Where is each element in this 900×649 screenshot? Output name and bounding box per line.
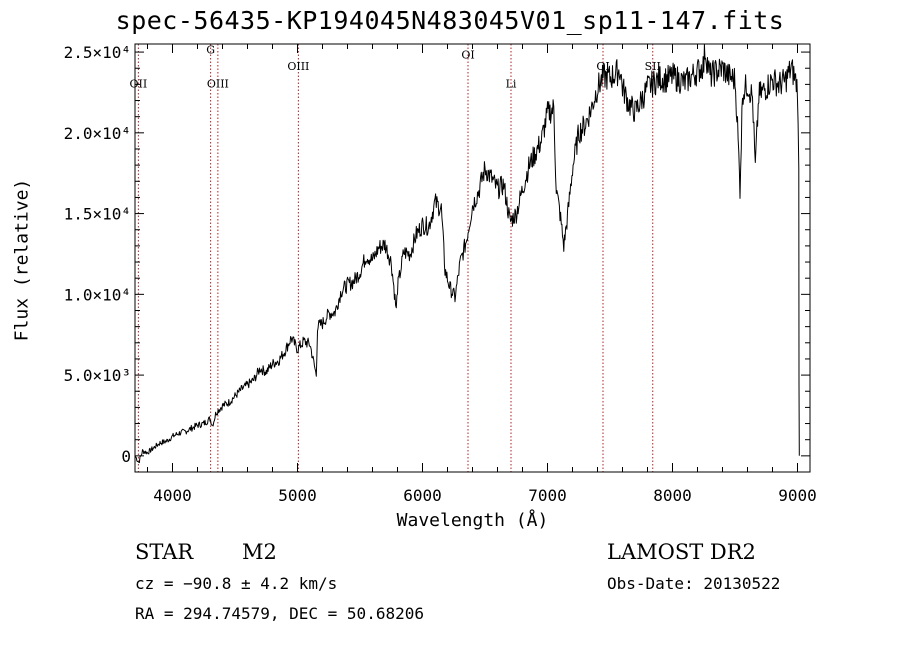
spectral-line-label: SII: [645, 60, 661, 73]
spectral-line-label: OI: [461, 49, 474, 62]
y-tick-label: 1.0×10⁴: [64, 285, 131, 304]
y-tick-label: 1.5×10⁴: [64, 205, 131, 224]
spectral-line-label: OIII: [207, 78, 229, 91]
x-tick-label: 8000: [653, 486, 692, 505]
y-axis-label: Flux (relative): [11, 178, 33, 342]
x-tick-label: 9000: [778, 486, 817, 505]
object-class: STAR: [135, 540, 194, 564]
chart-title: spec-56435-KP194045N483045V01_sp11-147.f…: [115, 6, 785, 35]
y-tick-label: 5.0×10³: [64, 366, 131, 385]
redshift-info: cz = −90.8 ± 4.2 km/s: [135, 574, 338, 593]
spectral-line-labels: OII G OIII OIII OI Li OI SII: [130, 44, 661, 91]
spectral-line-label: G: [206, 44, 215, 57]
x-tick-label: 6000: [403, 486, 442, 505]
x-axis-label: Wavelength (Å): [396, 510, 549, 531]
spectrum-line: [134, 43, 800, 464]
x-tick-label: 4000: [153, 486, 192, 505]
x-tick-label: 7000: [528, 486, 567, 505]
spectrum-series: [134, 43, 800, 464]
plot-frame: [134, 43, 811, 473]
spectral-line-label: OI: [596, 60, 609, 73]
spectral-line-label: Li: [506, 78, 517, 91]
x-tick-label: 5000: [278, 486, 317, 505]
survey-name: LAMOST DR2: [607, 540, 756, 564]
spectral-line-markers: [137, 44, 654, 472]
spectral-line-label: OIII: [287, 60, 309, 73]
axis-tick-labels: 4000 5000 6000 7000 8000 9000 0 5.0×10³ 1.0×10⁴ 1…: [64, 43, 817, 505]
y-tick-label: 2.5×10⁴: [64, 43, 131, 62]
y-tick-label: 0: [121, 447, 131, 466]
observation-date: Obs-Date: 20130522: [607, 574, 781, 593]
coordinates-info: RA = 294.74579, DEC = 50.68206: [135, 604, 424, 623]
y-tick-label: 2.0×10⁴: [64, 124, 131, 143]
object-subclass: M2: [242, 540, 277, 564]
axis-ticks: [135, 44, 810, 473]
spectral-line-label: OII: [130, 78, 148, 91]
